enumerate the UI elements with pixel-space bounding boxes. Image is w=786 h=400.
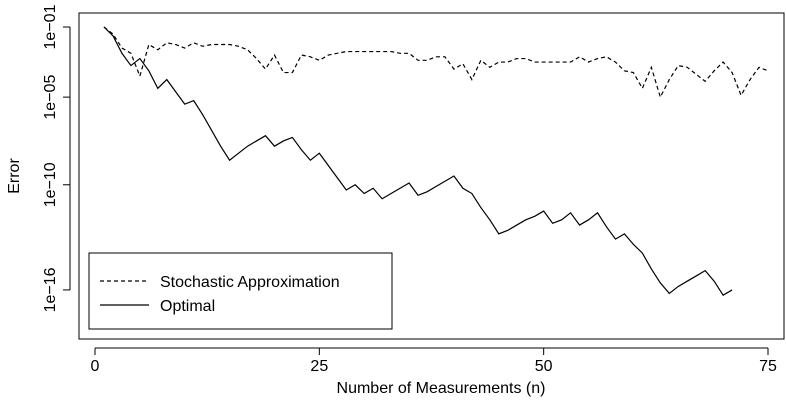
series-line-optimal <box>103 26 733 297</box>
y-tick-label: 1e−01 <box>42 4 59 49</box>
y-axis: 1e−01 1e−05 1e−10 1e−16 <box>42 4 71 312</box>
legend: Stochastic Approximation Optimal <box>88 252 393 330</box>
x-tick-label: 25 <box>310 358 328 375</box>
series-line-stochastic-approximation <box>103 26 769 99</box>
x-axis: 0 25 50 75 <box>91 347 777 375</box>
legend-label-stochastic: Stochastic Approximation <box>160 274 340 291</box>
series-group <box>103 26 769 297</box>
y-axis-label: Error <box>6 158 23 194</box>
x-tick-label: 0 <box>91 358 100 375</box>
plot-area <box>78 12 785 340</box>
y-tick-label: 1e−05 <box>42 75 59 120</box>
plot-frame <box>78 12 785 340</box>
y-tick-label: 1e−16 <box>42 267 59 312</box>
x-tick-label: 75 <box>759 358 777 375</box>
legend-box <box>88 252 393 330</box>
y-tick-label: 1e−10 <box>42 162 59 207</box>
legend-label-optimal: Optimal <box>160 298 215 315</box>
x-tick-label: 50 <box>535 358 553 375</box>
x-axis-label: Number of Measurements (n) <box>337 380 546 397</box>
